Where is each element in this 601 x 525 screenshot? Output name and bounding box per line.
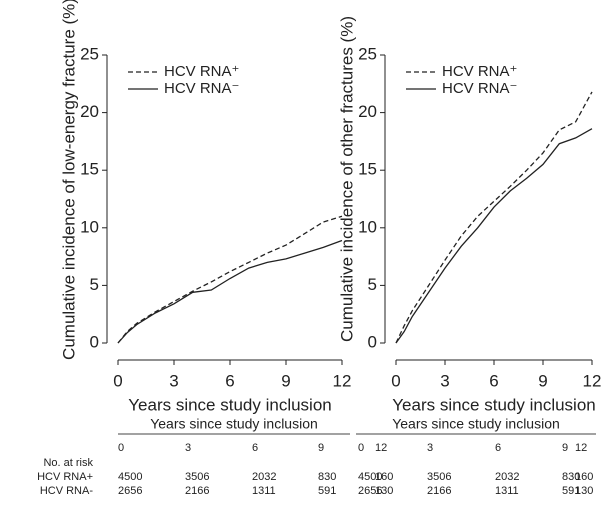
x-tick-label: 0 <box>113 371 122 390</box>
risk-year: 9 <box>562 442 568 454</box>
risk-count: 2166 <box>427 485 451 497</box>
y-tick-label: 0 <box>90 332 99 351</box>
x-tick-label: 6 <box>489 371 498 390</box>
risk-count: 4500 <box>358 471 382 483</box>
risk-count: 2032 <box>495 471 519 483</box>
risk-count: 1311 <box>495 485 519 497</box>
x-axis-label: Years since study inclusion <box>392 395 596 414</box>
legend-label: HCV RNA⁻ <box>164 80 239 97</box>
risk-count: 2166 <box>185 485 209 497</box>
risk-count: 4500 <box>118 471 142 483</box>
y-tick-label: 5 <box>90 275 99 294</box>
risk-year: 0 <box>118 442 124 454</box>
risk-year: 6 <box>252 442 258 454</box>
x-tick-label: 12 <box>333 371 352 390</box>
series-line <box>395 128 593 344</box>
series-line <box>395 91 593 344</box>
legend-label: HCV RNA⁺ <box>442 63 517 80</box>
x-tick-label: 6 <box>225 371 234 390</box>
y-tick-label: 10 <box>80 217 99 236</box>
risk-count: 2656 <box>118 485 142 497</box>
x-tick-label: 0 <box>391 371 400 390</box>
risk-count: 160 <box>575 471 593 483</box>
risk-header: Years since study inclusion <box>392 416 560 432</box>
risk-count: 2656 <box>358 485 382 497</box>
x-tick-label: 3 <box>169 371 178 390</box>
risk-count: 591 <box>318 485 336 497</box>
risk-count: 3506 <box>185 471 209 483</box>
y-tick-label: 0 <box>368 332 377 351</box>
risk-count: 130 <box>375 485 393 497</box>
risk-count: 830 <box>562 471 580 483</box>
x-tick-label: 12 <box>583 371 601 390</box>
risk-count: 830 <box>318 471 336 483</box>
risk-year: 12 <box>575 442 587 454</box>
risk-label: No. at risk <box>43 457 93 469</box>
risk-count: 1311 <box>252 485 276 497</box>
x-tick-label: 9 <box>538 371 547 390</box>
risk-year: 3 <box>185 442 191 454</box>
risk-count: 160 <box>375 471 393 483</box>
y-tick-label: 15 <box>358 160 377 179</box>
y-tick-label: 15 <box>80 160 99 179</box>
risk-row-name: HCV RNA- <box>40 485 94 497</box>
risk-count: 2032 <box>252 471 276 483</box>
risk-year: 6 <box>495 442 501 454</box>
risk-count: 3506 <box>427 471 451 483</box>
series-line <box>117 239 343 344</box>
y-tick-label: 20 <box>358 102 377 121</box>
risk-year: 0 <box>358 442 364 454</box>
x-tick-label: 3 <box>440 371 449 390</box>
risk-year: 3 <box>427 442 433 454</box>
risk-header: Years since study inclusion <box>150 416 318 432</box>
y-axis-label: Cumulative incidence of other fractures … <box>337 16 356 342</box>
y-tick-label: 25 <box>80 44 99 63</box>
y-axis-label: Cumulative incidence of low-energy fract… <box>59 0 78 360</box>
y-tick-label: 5 <box>368 275 377 294</box>
x-tick-label: 9 <box>281 371 290 390</box>
y-tick-label: 25 <box>358 44 377 63</box>
risk-row-name: HCV RNA+ <box>37 471 93 483</box>
x-axis-label: Years since study inclusion <box>128 395 332 414</box>
risk-count: 591 <box>562 485 580 497</box>
y-tick-label: 10 <box>358 217 377 236</box>
legend-label: HCV RNA⁺ <box>164 63 239 80</box>
legend-label: HCV RNA⁻ <box>442 80 517 97</box>
risk-year: 12 <box>375 442 387 454</box>
risk-year: 9 <box>318 442 324 454</box>
y-tick-label: 20 <box>80 102 99 121</box>
series-line <box>117 215 343 344</box>
risk-count: 130 <box>575 485 593 497</box>
